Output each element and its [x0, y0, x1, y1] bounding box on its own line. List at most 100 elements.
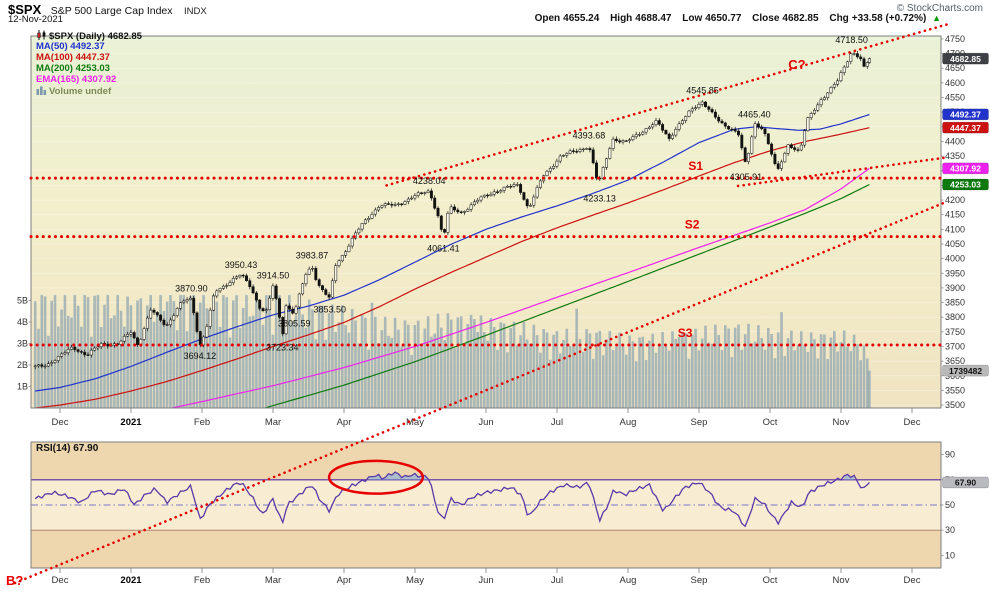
x-axis-label: Aug: [620, 575, 637, 586]
volume-axis-label: 2B: [17, 360, 28, 370]
support-label-S3: S3: [678, 326, 693, 340]
price-callout: 3950.43: [225, 260, 258, 270]
price-callout: 4233.13: [583, 193, 616, 203]
ma50-line: [35, 113, 870, 392]
x-axis-label: Dec: [52, 575, 69, 586]
up-arrow-icon: ▲: [932, 13, 941, 23]
rsi-axis-label: 30: [945, 525, 955, 535]
price-callout: 3914.50: [257, 271, 290, 281]
support-label-S1: S1: [688, 159, 703, 173]
chg-label: Chg: [829, 13, 849, 24]
price-callout: 4718.50: [835, 35, 868, 45]
legend-item: EMA(165) 4307.92: [36, 74, 142, 85]
rsi-line: [34, 471, 870, 528]
legend-label: MA(100) 4447.37: [36, 52, 110, 63]
y-axis-label: 4100: [945, 224, 965, 234]
x-axis-label: Oct: [763, 575, 778, 586]
upper-channel-trendline: [385, 22, 949, 187]
candlestick-icon: [36, 30, 49, 43]
x-axis-label: Aug: [620, 417, 637, 428]
y-axis-label: 4150: [945, 210, 965, 220]
x-axis-label: May: [406, 417, 424, 428]
price-callout: 4061.41: [427, 244, 460, 254]
axis-value-box: 1739482: [942, 364, 989, 377]
volume-axis-label: 1B: [17, 382, 28, 392]
support-label-S2: S2: [685, 218, 700, 232]
axis-value-box: 4253.03: [942, 178, 989, 191]
legend-item: MA(100) 4447.37: [36, 52, 142, 63]
price-callout: 3694.12: [184, 351, 217, 361]
legend-label: MA(50) 4492.37: [36, 41, 105, 52]
y-axis-label: 3550: [945, 385, 965, 395]
axis-value-text: 67.90: [955, 478, 977, 488]
volume-bars: [33, 295, 871, 408]
price-callout: 3723.34: [266, 343, 299, 353]
x-axis-label: Dec: [904, 417, 921, 428]
low-value: 4650.77: [705, 13, 742, 24]
rsi-overbought-fill: [844, 474, 855, 480]
y-axis-label: 3800: [945, 312, 965, 322]
volume-axis-label: 4B: [17, 317, 28, 327]
stockcharts-copyright-link[interactable]: © StockCharts.com: [896, 3, 983, 14]
x-axis-label: 2021: [120, 417, 142, 428]
x-axis-label: Nov: [833, 575, 850, 586]
y-axis-label: 4750: [945, 34, 965, 44]
legend-item: Volume undef: [36, 85, 142, 98]
y-axis-label: 3650: [945, 356, 965, 366]
legend-label: EMA(165) 4307.92: [36, 74, 117, 85]
axis-value-box: 4307.92: [942, 162, 989, 175]
x-axis-label: May: [406, 575, 424, 586]
exchange-label: INDX: [183, 6, 207, 17]
price-callout: 3870.90: [175, 283, 208, 293]
price-callout: 4465.40: [738, 109, 771, 119]
wave-label: C?: [788, 57, 805, 72]
ma100-line: [35, 127, 870, 408]
x-axis-label: Apr: [337, 575, 352, 586]
rsi-overbought-fill: [368, 472, 429, 480]
rsi-highlight-ellipse: [327, 459, 425, 495]
close-label: Close: [752, 13, 780, 24]
chart-legend: $SPX (Daily) 4682.85 MA(50) 4492.37 MA(100…: [36, 30, 142, 98]
b-wave-trendline: [13, 200, 948, 585]
x-axis-label: Jul: [551, 575, 563, 586]
axis-value-box: 4682.85: [942, 52, 989, 65]
chg-value: +33.58 (+0.72%): [851, 13, 927, 24]
price-callout: 3853.50: [314, 305, 347, 315]
minor-trendline: [736, 156, 948, 188]
x-axis-label: Oct: [763, 417, 778, 428]
price-callout: 4305.91: [730, 172, 763, 182]
y-axis-label: 4050: [945, 239, 965, 249]
legend-label: MA(200) 4253.03: [36, 63, 110, 74]
candlesticks: [33, 51, 871, 370]
high-label: High: [610, 13, 633, 24]
axis-value-text: 4682.85: [950, 54, 981, 64]
rsi-legend: RSI(14) 67.90: [36, 443, 99, 454]
y-axis-label: 4550: [945, 93, 965, 103]
legend-item: MA(200) 4253.03: [36, 63, 142, 74]
x-axis-label: Dec: [52, 417, 69, 428]
x-axis-label: Feb: [194, 575, 210, 586]
y-axis-label: 3900: [945, 283, 965, 293]
x-axis-label: Jun: [478, 575, 493, 586]
quote-line: Open 4655.24 High 4688.47 Low 4650.77 Close…: [535, 13, 941, 24]
price-callout: 3805.59: [278, 319, 311, 329]
x-axis-label: Apr: [337, 417, 352, 428]
y-axis-label: 3850: [945, 298, 965, 308]
x-axis-label: Mar: [265, 575, 281, 586]
high-value: 4688.47: [635, 13, 672, 24]
x-axis-label: Sep: [691, 417, 708, 428]
legend-label: Volume undef: [49, 86, 112, 97]
volume-axis-label: 3B: [17, 339, 28, 349]
rsi-value-box: 67.90: [942, 476, 989, 489]
volume-bars-icon: [36, 85, 49, 98]
open-value: 4655.24: [563, 13, 600, 24]
x-axis-label: Jun: [478, 417, 493, 428]
x-axis-label: Nov: [833, 417, 850, 428]
y-axis-label: 3950: [945, 268, 965, 278]
legend-item: $SPX (Daily) 4682.85: [36, 30, 142, 43]
y-axis-label: 4650: [945, 63, 965, 73]
chart-header: $SPX S&P 500 Large Cap Index INDX: [8, 1, 207, 19]
x-axis-label: Jul: [551, 417, 563, 428]
